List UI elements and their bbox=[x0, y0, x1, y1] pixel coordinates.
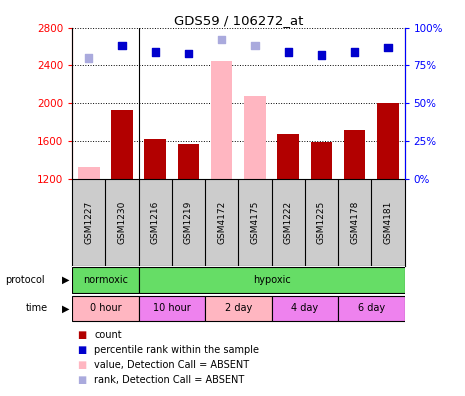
Point bbox=[318, 52, 325, 58]
Bar bbox=[244, 95, 266, 179]
Text: hypoxic: hypoxic bbox=[252, 275, 291, 285]
Title: GDS59 / 106272_at: GDS59 / 106272_at bbox=[173, 13, 303, 27]
Text: GSM1227: GSM1227 bbox=[84, 200, 93, 244]
Bar bbox=[344, 129, 365, 179]
Text: GSM1222: GSM1222 bbox=[284, 201, 292, 244]
Point bbox=[251, 43, 259, 49]
Text: ■: ■ bbox=[77, 360, 86, 370]
Bar bbox=[139, 267, 405, 293]
Text: 6 day: 6 day bbox=[358, 303, 385, 314]
Text: count: count bbox=[94, 329, 122, 340]
Text: GSM4178: GSM4178 bbox=[350, 200, 359, 244]
Bar bbox=[111, 110, 133, 179]
Text: normoxic: normoxic bbox=[83, 275, 128, 285]
Text: value, Detection Call = ABSENT: value, Detection Call = ABSENT bbox=[94, 360, 250, 370]
Point bbox=[152, 49, 159, 55]
Bar bbox=[72, 267, 139, 293]
Text: 10 hour: 10 hour bbox=[153, 303, 191, 314]
Point bbox=[285, 49, 292, 55]
Text: percentile rank within the sample: percentile rank within the sample bbox=[94, 345, 259, 355]
Text: GSM1230: GSM1230 bbox=[118, 200, 126, 244]
Text: GSM4172: GSM4172 bbox=[217, 200, 226, 244]
Text: GSM1225: GSM1225 bbox=[317, 200, 326, 244]
Point bbox=[85, 55, 93, 61]
Text: 2 day: 2 day bbox=[225, 303, 252, 314]
Text: ■: ■ bbox=[77, 375, 86, 385]
Bar bbox=[211, 61, 232, 179]
Text: GSM4181: GSM4181 bbox=[384, 200, 392, 244]
Text: GSM1216: GSM1216 bbox=[151, 200, 159, 244]
Bar bbox=[338, 296, 405, 321]
Text: rank, Detection Call = ABSENT: rank, Detection Call = ABSENT bbox=[94, 375, 245, 385]
Point bbox=[384, 44, 392, 51]
Bar bbox=[78, 167, 100, 179]
Text: GSM1219: GSM1219 bbox=[184, 200, 193, 244]
Bar bbox=[311, 142, 332, 179]
Point bbox=[118, 43, 126, 49]
Bar bbox=[139, 296, 205, 321]
Bar bbox=[377, 103, 399, 179]
Text: 0 hour: 0 hour bbox=[89, 303, 121, 314]
Bar bbox=[278, 134, 299, 179]
Text: ■: ■ bbox=[77, 329, 86, 340]
Text: time: time bbox=[26, 303, 48, 314]
Text: 4 day: 4 day bbox=[291, 303, 319, 314]
Point bbox=[351, 49, 359, 55]
Bar bbox=[205, 296, 272, 321]
Bar bbox=[145, 139, 166, 179]
Point bbox=[218, 36, 226, 43]
Text: ▶: ▶ bbox=[62, 303, 69, 314]
Text: ▶: ▶ bbox=[62, 275, 69, 285]
Text: protocol: protocol bbox=[5, 275, 44, 285]
Point bbox=[185, 50, 192, 57]
Text: GSM4175: GSM4175 bbox=[251, 200, 259, 244]
Bar bbox=[72, 296, 139, 321]
Bar bbox=[178, 144, 199, 179]
Text: ■: ■ bbox=[77, 345, 86, 355]
Bar bbox=[272, 296, 338, 321]
